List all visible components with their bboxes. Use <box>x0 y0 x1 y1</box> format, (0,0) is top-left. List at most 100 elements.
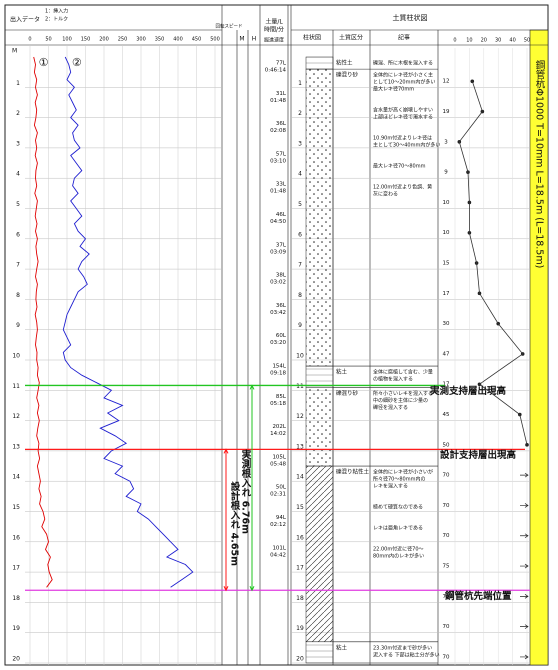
soil-title: 土質柱状図 <box>393 13 428 22</box>
marker-label: 実測支持層出現高 <box>430 385 507 397</box>
depth-label: 14 <box>12 474 20 481</box>
soil-desc: 上部ほどレキ径で濁水する <box>373 114 433 121</box>
marker-label: 鋼管杭先端位置 <box>444 590 512 602</box>
soil-pattern <box>305 641 334 664</box>
soil-desc: 極めて硬質なのである <box>373 504 423 511</box>
n-label: 70 <box>443 594 450 600</box>
depth-label: 6 <box>16 231 20 238</box>
x-tick-label: 100 <box>62 37 72 43</box>
drill-volume: 94L <box>276 515 287 521</box>
m-header: M <box>239 36 244 43</box>
soil-header: 土質区分 <box>339 34 363 42</box>
n-overflow-arrow <box>520 503 529 508</box>
drill-time: 02:08 <box>270 128 286 134</box>
n-tick-label: 10 <box>466 38 472 44</box>
n-line <box>458 81 528 445</box>
drill-volume: 33L <box>276 182 287 188</box>
drill-time: 0:46:14 <box>265 68 287 74</box>
depth-label: 13 <box>296 443 304 450</box>
soil-desc: レキは亜角レキである <box>373 525 423 532</box>
depth-label: 10 <box>12 353 20 360</box>
depth-label: 17 <box>296 565 304 572</box>
x-tick-label: 450 <box>192 37 202 43</box>
n-label: 10 <box>443 200 450 206</box>
n-tick-label: 20 <box>481 38 487 44</box>
drill-time: 09:18 <box>270 371 286 377</box>
soil-desc: 所々径70～80mm内の <box>373 476 425 483</box>
drill-volume: 50L <box>276 485 287 491</box>
x-tick-label: 350 <box>155 37 165 43</box>
soil-name: 粘土 <box>336 368 348 376</box>
n-label: 17 <box>443 382 450 388</box>
depth-label: 18 <box>296 595 304 602</box>
soil-desc: 最大レキ径70～80mm <box>373 163 426 170</box>
n-point <box>525 443 529 447</box>
drill-volume: 60L <box>276 333 287 339</box>
n-label: 70 <box>443 503 450 509</box>
n-label: 30 <box>443 321 450 327</box>
soil-desc: レキを混入する <box>373 483 408 490</box>
rate-header: 掘進速度 <box>264 37 284 44</box>
drill-time: 04:42 <box>270 552 286 558</box>
soil-name: 礫混り砂 <box>336 71 359 79</box>
soil-desc: 所々小さいレキを混入する <box>373 390 433 397</box>
depth-label: 18 <box>12 595 20 602</box>
n-label: 70 <box>443 533 450 539</box>
soil-pattern <box>305 387 334 467</box>
drill-volume: 154L <box>272 364 286 370</box>
legend-entry: 2：トルク <box>45 17 68 23</box>
soil-desc: 最大レキ径70mm <box>373 86 414 93</box>
embedment-arrow <box>249 384 255 592</box>
left-title: 出入データ <box>10 16 40 24</box>
depth-label: 8 <box>16 292 20 299</box>
depth-label: 16 <box>296 534 304 541</box>
trace-marker: ① <box>39 56 49 69</box>
embedment-label: 実測根入れ 6.76m <box>240 449 253 534</box>
depth-label: 16 <box>12 534 20 541</box>
depth-label: 5 <box>298 201 302 208</box>
depth-label: 2 <box>16 110 20 117</box>
depth-label: 6 <box>298 231 302 238</box>
time-header: 時間/分 <box>264 26 284 34</box>
n-label: 10 <box>443 230 450 236</box>
depth-label: 19 <box>12 625 20 632</box>
n-label: 12 <box>443 79 450 85</box>
depth-label: 20 <box>296 656 304 663</box>
soil-desc: 礫混、所に木根を混入する <box>373 60 433 67</box>
depth-label: 7 <box>16 262 20 269</box>
n-tick-label: 40 <box>509 38 515 44</box>
drill-time: 02:31 <box>270 492 286 498</box>
n-label: 75 <box>443 564 450 570</box>
n-tick-label: 30 <box>495 38 501 44</box>
drill-volume: 85L <box>276 394 287 400</box>
n-tick-label: 0 <box>453 38 456 44</box>
depth-label: 3 <box>298 140 302 147</box>
depth-label: 1 <box>298 80 302 87</box>
depth-label: 17 <box>12 565 20 572</box>
drill-time: 05:18 <box>270 401 286 407</box>
drill-time: 03:20 <box>270 340 286 346</box>
n-label: 50 <box>443 442 450 448</box>
depth-label: 9 <box>16 322 20 329</box>
n-label: 70 <box>443 654 450 660</box>
embedment-label: 設計根入れ 4.65m <box>229 481 242 566</box>
soil-pattern <box>305 68 334 367</box>
n-overflow-arrow <box>520 533 529 539</box>
drill-time: 03:02 <box>270 280 286 286</box>
x-tick-label: 0 <box>28 37 31 43</box>
drill-time: 14:02 <box>270 431 286 437</box>
n-label: 17 <box>443 291 450 297</box>
soil-desc: として10～20mm内が多い <box>373 79 435 86</box>
depth-label: 12 <box>296 413 304 420</box>
n-label: 70 <box>443 473 450 479</box>
marker-label: 設計支持層出現高 <box>440 449 517 461</box>
soil-desc: 主として30～40mm内が多い <box>373 142 440 149</box>
drill-time: 04:50 <box>270 219 286 225</box>
embedment-arrow <box>223 448 229 592</box>
legend-entry: 1：挿入力 <box>45 8 68 15</box>
depth-label: 15 <box>296 504 304 511</box>
n-overflow-arrow <box>520 563 529 569</box>
soil-name: 礫混り粘性土 <box>336 468 370 476</box>
drill-time: 03:42 <box>270 310 286 316</box>
soil-desc: 10.90m付近よりレキ径は <box>373 135 432 142</box>
